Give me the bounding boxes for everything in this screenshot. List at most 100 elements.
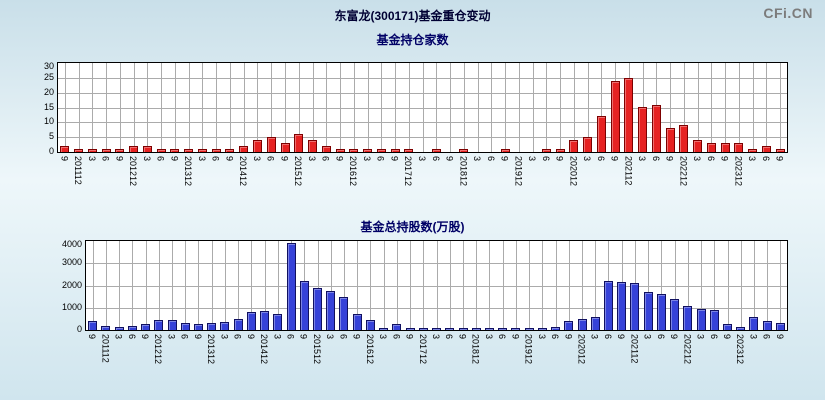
x-axis-tick-label: 9 — [334, 156, 345, 162]
grid-line-vertical — [560, 63, 561, 152]
x-axis-tick-label: 9 — [140, 334, 150, 340]
grid-line-vertical — [450, 63, 451, 152]
grid-line-vertical — [383, 241, 385, 330]
bar — [500, 149, 510, 152]
y-axis-tick-label: 2000 — [61, 279, 82, 290]
x-axis-tick-label: 202012 — [576, 334, 587, 365]
x-axis-tick-label: 3 — [536, 334, 547, 340]
x-axis-tick-label: 3 — [692, 156, 703, 162]
x-axis-tick-label: 202312 — [733, 156, 744, 187]
x-axis-tick-label: 9 — [457, 334, 468, 340]
grid-line-vertical — [64, 63, 66, 152]
bar — [775, 149, 785, 152]
grid-line-vertical — [408, 63, 410, 152]
y-axis-tick-label: 4000 — [61, 239, 82, 249]
x-axis-tick-label: 201512 — [312, 334, 322, 365]
grid-line-vertical — [595, 241, 597, 330]
x-axis-tick-label: 201212 — [153, 334, 164, 365]
bar — [643, 292, 653, 330]
grid-line-vertical — [340, 63, 341, 152]
bar — [445, 328, 455, 330]
bar — [541, 149, 551, 152]
grid-line-vertical — [238, 241, 240, 330]
grid-line-vertical — [185, 241, 187, 330]
bar — [197, 149, 207, 152]
x-axis-tick-label: 3 — [219, 334, 230, 340]
bar — [339, 297, 349, 330]
x-axis-tick-label: 9 — [609, 156, 620, 162]
x-axis-tick-label: 201112 — [100, 334, 111, 363]
grid-line-vertical — [477, 63, 479, 152]
x-axis-tick-label: 3 — [141, 156, 152, 162]
x-axis-tick-label: 3 — [196, 156, 207, 162]
x-axis-tick-label: 9 — [664, 156, 675, 162]
bar — [115, 149, 125, 152]
bar — [365, 320, 375, 330]
bar — [590, 317, 600, 330]
grid-line-vertical — [463, 241, 464, 330]
bar — [432, 328, 441, 330]
x-axis-tick-label: 9 — [510, 334, 521, 340]
bar — [170, 149, 180, 152]
bar — [101, 326, 111, 330]
x-axis-tick-label: 201412 — [238, 156, 249, 187]
x-axis-tick-label: 3 — [642, 334, 653, 340]
bar — [431, 149, 441, 152]
bar — [127, 326, 137, 330]
bar — [596, 116, 606, 152]
x-axis-tick-label: 9 — [224, 156, 235, 162]
bar — [656, 294, 666, 330]
bar — [418, 328, 428, 330]
grid-line-vertical — [132, 241, 134, 330]
fund-count-plot-area — [57, 62, 788, 153]
x-axis-tick-label: 202012 — [568, 156, 579, 187]
bar — [458, 328, 468, 330]
grid-line-vertical — [449, 241, 451, 330]
bar — [349, 149, 359, 152]
x-axis-tick-label: 6 — [375, 156, 386, 162]
x-axis-tick-label: 6 — [595, 156, 606, 162]
bar — [193, 324, 203, 330]
x-axis-tick-label: 6 — [444, 334, 455, 340]
grid-line-vertical — [298, 63, 300, 152]
grid-line-vertical — [752, 63, 754, 152]
grid-line-vertical — [518, 63, 520, 152]
grid-line-vertical — [738, 63, 740, 152]
x-axis-tick-label: 6 — [550, 334, 560, 340]
grid-line-vertical — [780, 63, 782, 152]
grid-line-vertical — [105, 241, 107, 330]
grid-line-vertical — [740, 241, 742, 330]
bar — [87, 149, 97, 152]
grid-line-vertical — [555, 241, 557, 330]
grid-line-vertical — [158, 241, 160, 330]
bar — [709, 310, 719, 330]
bar — [313, 288, 322, 330]
bar — [260, 311, 270, 330]
bar — [184, 149, 194, 152]
bar — [335, 149, 345, 152]
bar — [748, 149, 758, 152]
x-axis-tick-label: 3 — [417, 156, 427, 162]
bar — [484, 328, 494, 330]
grid-line-vertical — [674, 241, 676, 330]
x-axis-tick-label: 3 — [637, 156, 648, 162]
grid-line-vertical — [515, 241, 517, 330]
y-axis-tick-label: 1000 — [61, 301, 82, 312]
grid-line-vertical — [573, 63, 575, 152]
fund-count-chart-title: 基金持仓家数 — [376, 33, 449, 47]
x-axis-tick-label: 9 — [245, 334, 256, 340]
x-axis-tick-label: 6 — [179, 334, 190, 340]
grid-line-vertical — [476, 241, 478, 330]
x-axis-tick-label: 3 — [272, 334, 283, 340]
grid-line-vertical — [367, 63, 369, 152]
bar — [651, 105, 661, 152]
x-axis-tick-label: 9 — [616, 334, 627, 340]
grid-line-vertical — [502, 241, 504, 330]
grid-line-vertical — [133, 63, 135, 152]
x-axis-tick-label: 9 — [192, 334, 203, 340]
grid-line-vertical — [463, 63, 465, 152]
bar — [511, 328, 521, 330]
grid-line-vertical — [198, 241, 200, 330]
fund-shares-y-axis: 0 1000 2000 3000 4000 — [42, 239, 82, 334]
grid-line-vertical — [381, 63, 383, 152]
